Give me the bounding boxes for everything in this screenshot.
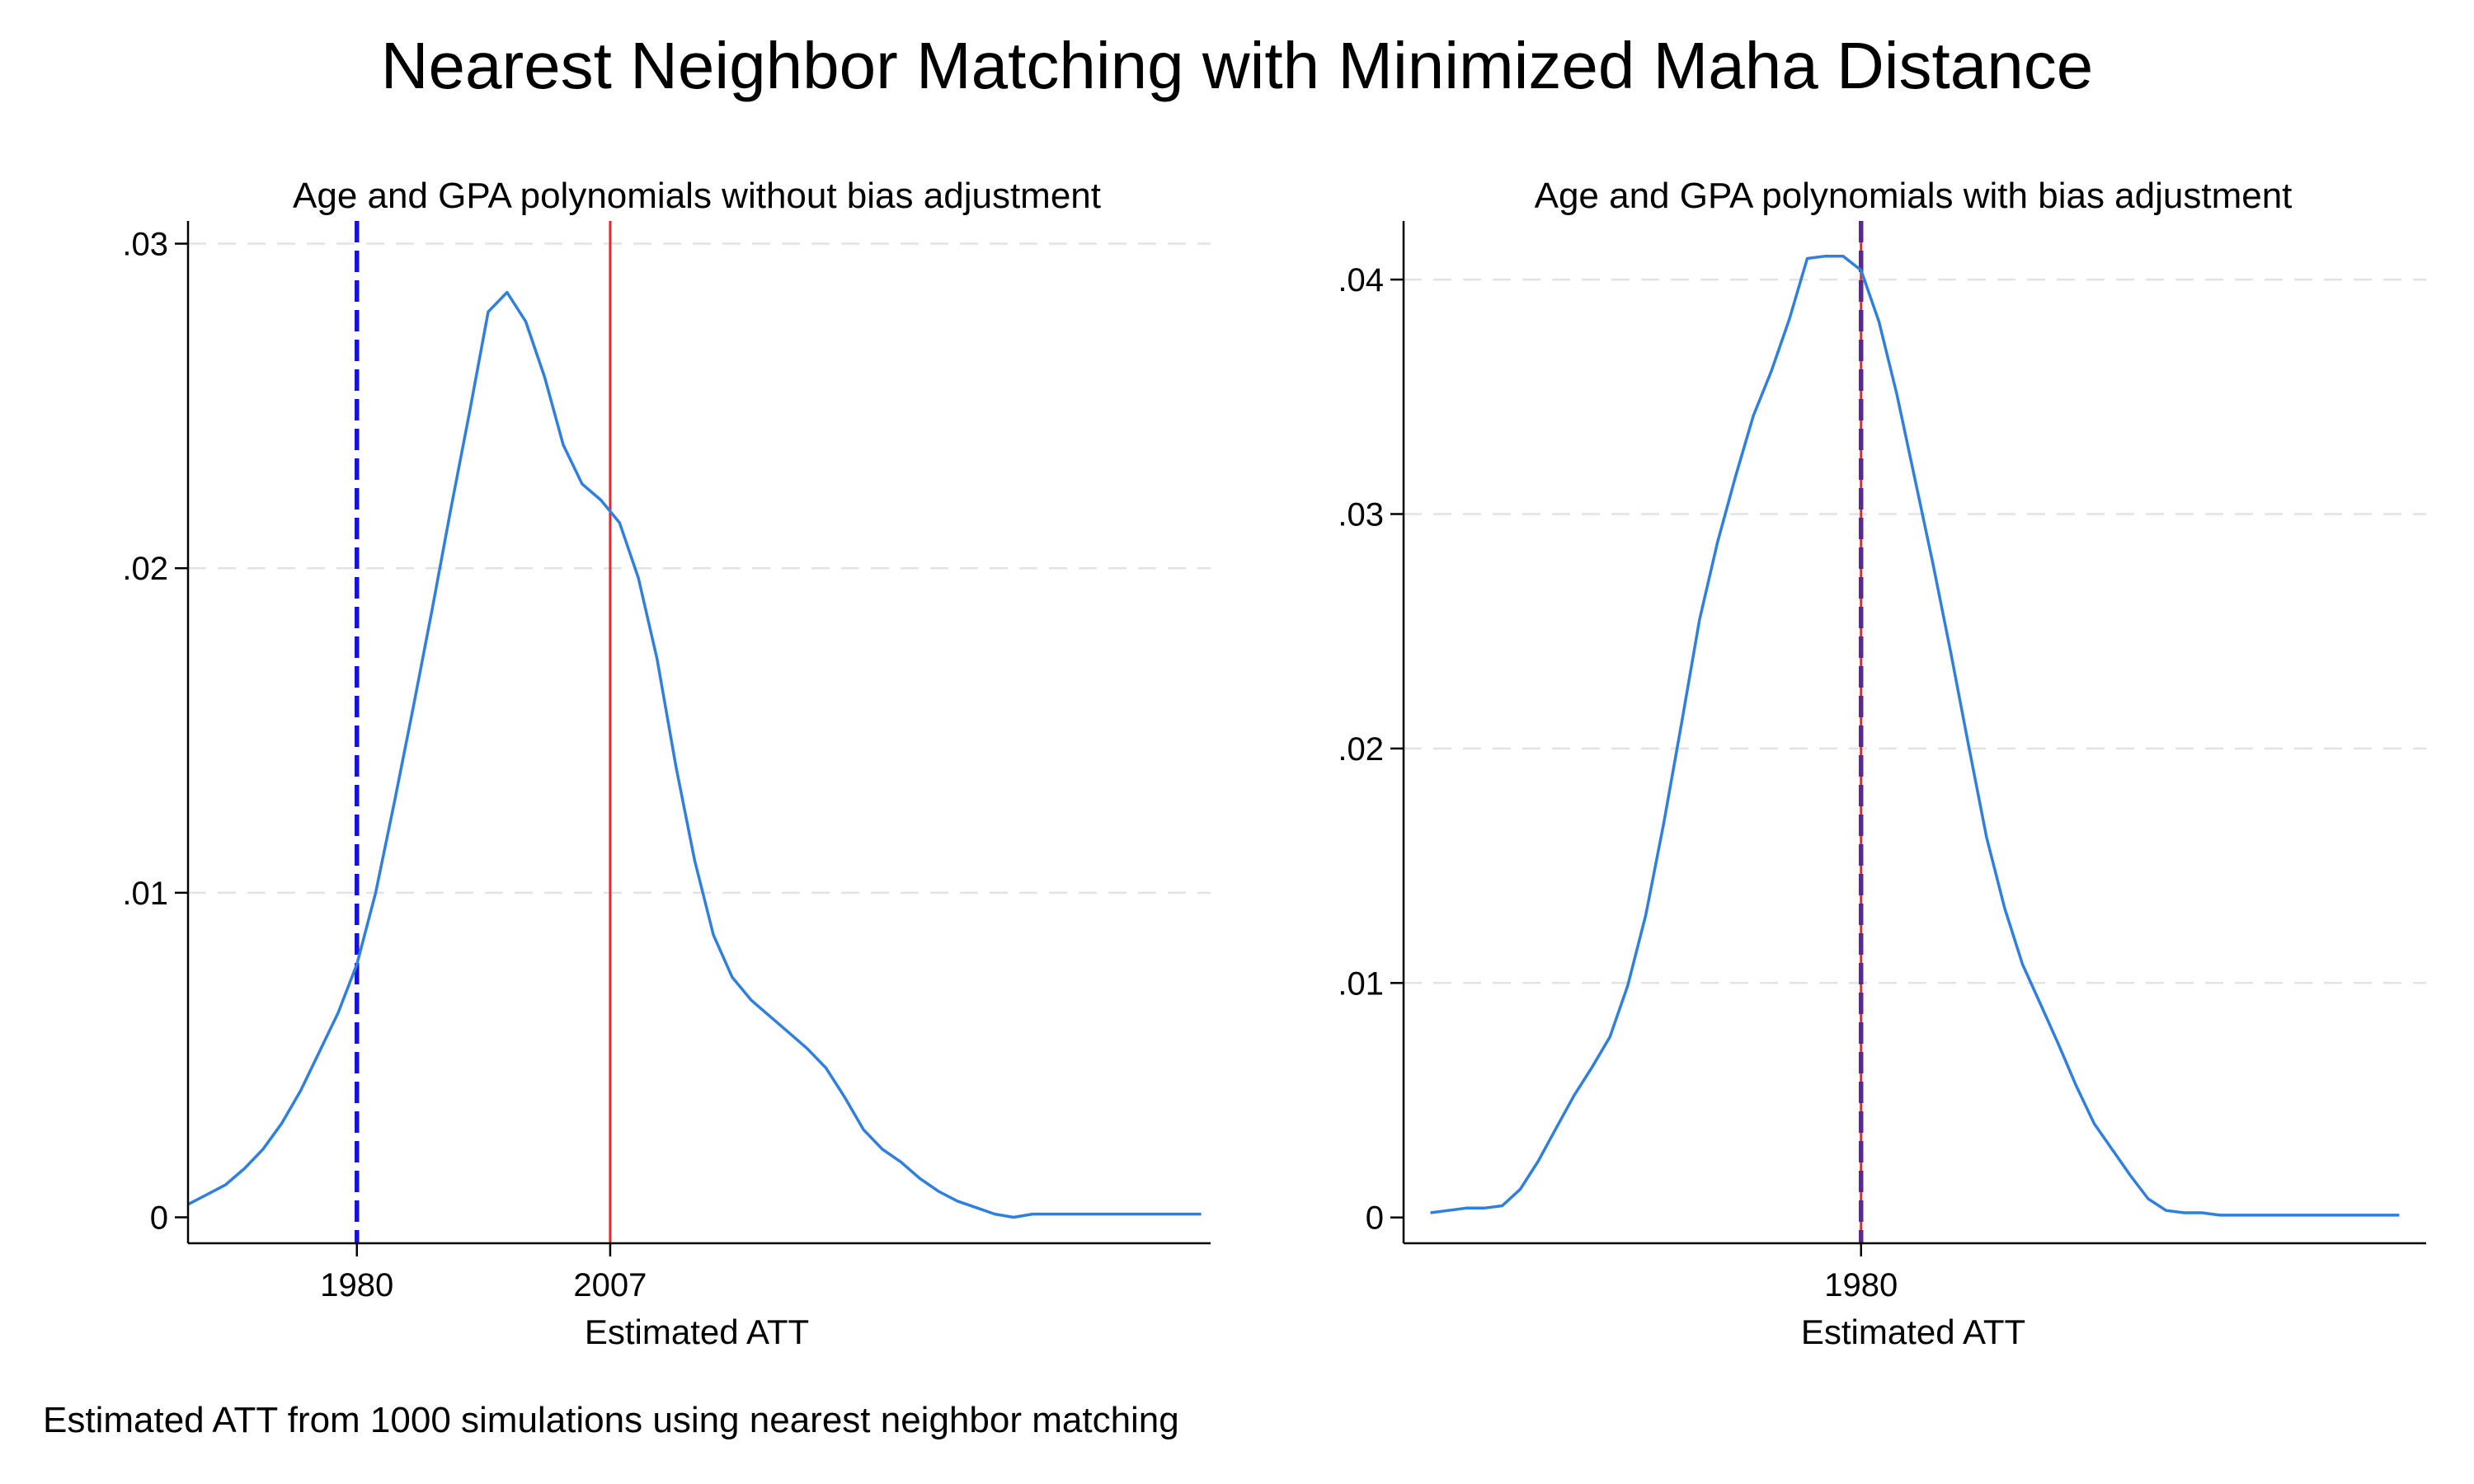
y-tick-label: .02 (122, 551, 168, 587)
x-tick-label: 1980 (320, 1267, 393, 1303)
series-group (187, 290, 1202, 1219)
axis-group (175, 221, 1211, 1256)
series-group (1430, 254, 2400, 1217)
y-tick-label: .01 (122, 876, 168, 912)
x-axis-label: Estimated ATT (585, 1313, 809, 1351)
grid-group (1404, 278, 2426, 984)
y-tick-label: .03 (122, 227, 168, 263)
axis-group (1390, 221, 2426, 1256)
x-tick-label: 2007 (573, 1267, 647, 1303)
chart-main-title: Nearest Neighbor Matching with Minimized… (380, 29, 2094, 102)
density-line (187, 290, 1202, 1219)
y-tick-label: .01 (1338, 965, 1384, 1002)
x-axis-label: Estimated ATT (1801, 1313, 2025, 1351)
y-tick-label: .04 (1338, 262, 1384, 298)
y-tick-label: 0 (1366, 1200, 1384, 1237)
density-line (1430, 254, 2400, 1217)
y-tick-label: .02 (1338, 731, 1384, 768)
tick-label-group: 0 .01 .02 .03 1980 2007 (122, 227, 647, 1303)
vline-group (355, 221, 612, 1243)
chart-caption: Estimated ATT from 1000 simulations usin… (43, 1400, 1179, 1440)
panel-title: Age and GPA polynomials with bias adjust… (1535, 176, 2293, 216)
panel-left: Age and GPA polynomials without bias adj… (122, 176, 1211, 1351)
y-tick-label: 0 (150, 1200, 168, 1237)
panel-title: Age and GPA polynomials without bias adj… (293, 176, 1101, 216)
y-tick-label: .03 (1338, 497, 1384, 533)
panel-right: Age and GPA polynomials with bias adjust… (1338, 176, 2426, 1351)
grid-group (188, 242, 1211, 895)
x-tick-label: 1980 (1824, 1267, 1898, 1303)
tick-label-group: 0 .01 .02 .03 .04 1980 (1338, 262, 1898, 1303)
